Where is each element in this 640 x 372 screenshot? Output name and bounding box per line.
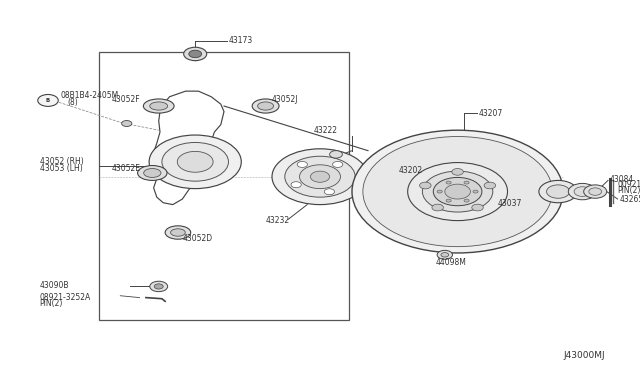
Circle shape (310, 171, 330, 182)
Circle shape (272, 149, 368, 205)
Text: 43053 (LH): 43053 (LH) (40, 164, 83, 173)
Ellipse shape (150, 102, 168, 110)
Text: 43037: 43037 (497, 199, 522, 208)
Text: (8): (8) (67, 98, 78, 107)
Circle shape (433, 177, 482, 206)
Ellipse shape (138, 166, 167, 180)
Circle shape (464, 199, 469, 202)
Circle shape (446, 199, 451, 202)
Circle shape (162, 142, 228, 181)
Circle shape (452, 169, 463, 175)
Circle shape (300, 165, 340, 189)
Ellipse shape (257, 102, 274, 110)
Text: PIN(2): PIN(2) (618, 186, 640, 195)
Circle shape (184, 47, 207, 61)
Circle shape (352, 130, 563, 253)
Text: 43052D: 43052D (182, 234, 212, 243)
Circle shape (441, 253, 449, 257)
Circle shape (539, 180, 577, 203)
Text: 44098M: 44098M (435, 258, 466, 267)
Text: 43173: 43173 (228, 36, 253, 45)
Circle shape (324, 189, 335, 195)
Bar (99, 52, 349, 320)
Circle shape (333, 161, 343, 167)
Text: B: B (46, 98, 50, 103)
Circle shape (445, 184, 470, 199)
Circle shape (38, 94, 58, 106)
Circle shape (297, 161, 307, 167)
Ellipse shape (252, 99, 279, 113)
Text: 43232: 43232 (266, 216, 290, 225)
Text: 43207: 43207 (479, 109, 503, 118)
Circle shape (437, 250, 452, 259)
Circle shape (574, 187, 591, 196)
Circle shape (589, 188, 602, 195)
Circle shape (464, 181, 469, 184)
Text: J43000MJ: J43000MJ (563, 351, 605, 360)
Circle shape (473, 190, 478, 193)
Text: 08B1B4-2405M: 08B1B4-2405M (61, 92, 119, 100)
Circle shape (363, 137, 552, 247)
Circle shape (408, 163, 508, 221)
Circle shape (446, 181, 451, 184)
Ellipse shape (143, 99, 174, 113)
Circle shape (420, 182, 431, 189)
Circle shape (177, 151, 213, 172)
Text: 08921-3252A: 08921-3252A (40, 293, 91, 302)
Circle shape (330, 151, 342, 158)
Circle shape (422, 171, 493, 212)
Circle shape (285, 156, 355, 197)
Text: 43222: 43222 (314, 126, 338, 135)
Circle shape (150, 281, 168, 292)
Ellipse shape (165, 226, 191, 239)
Circle shape (432, 204, 444, 211)
Text: 43084: 43084 (610, 175, 634, 184)
Circle shape (149, 135, 241, 189)
Ellipse shape (170, 229, 186, 236)
Circle shape (437, 190, 442, 193)
Text: PIN(2): PIN(2) (40, 299, 63, 308)
Circle shape (472, 204, 483, 211)
Text: 43052E: 43052E (112, 164, 141, 173)
Circle shape (122, 121, 132, 126)
Circle shape (484, 182, 495, 189)
Circle shape (584, 185, 607, 198)
Text: 43052 (RH): 43052 (RH) (40, 157, 83, 166)
Text: 43090B: 43090B (40, 281, 69, 290)
Circle shape (547, 185, 570, 198)
Circle shape (568, 183, 596, 200)
Text: 43052J: 43052J (272, 95, 298, 104)
Circle shape (154, 284, 163, 289)
Text: 00921-5402A: 00921-5402A (618, 180, 640, 189)
Circle shape (189, 50, 202, 58)
Text: 43265: 43265 (620, 195, 640, 203)
Text: 43202: 43202 (399, 166, 423, 174)
Circle shape (291, 182, 301, 187)
Ellipse shape (144, 169, 161, 177)
Text: 43052F: 43052F (112, 95, 141, 104)
